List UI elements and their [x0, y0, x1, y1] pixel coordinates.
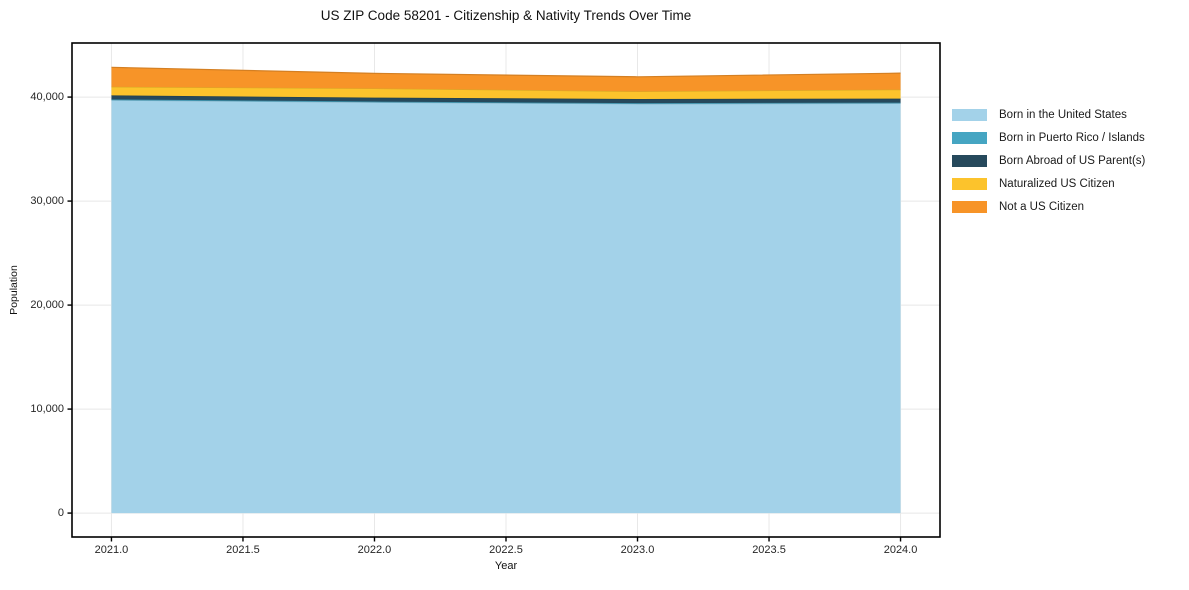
area-edge-4 [111, 66, 901, 78]
legend-swatch-icon [952, 177, 987, 190]
y-tick-label: 40,000 [30, 90, 64, 103]
legend-swatch-icon [952, 108, 987, 121]
legend-label: Born in Puerto Rico / Islands [999, 131, 1145, 144]
legend-item: Born in the United States [952, 108, 1145, 121]
y-tick-label: 30,000 [30, 194, 64, 207]
legend-item: Naturalized US Citizen [952, 177, 1145, 190]
area-series-0 [111, 100, 901, 514]
x-tick-label: 2023.0 [620, 544, 655, 556]
legend-item: Born Abroad of US Parent(s) [952, 154, 1145, 167]
y-tick-label: 0 [57, 506, 64, 519]
area-series-3 [111, 86, 901, 99]
x-tick-label: 2021.5 [226, 544, 260, 556]
x-tick-label: 2022.0 [357, 544, 392, 556]
x-tick-label: 2023.5 [752, 544, 786, 556]
legend-label: Naturalized US Citizen [999, 177, 1115, 190]
legend-label: Born in the United States [999, 108, 1127, 121]
legend-swatch-icon [952, 200, 987, 213]
legend-item: Not a US Citizen [952, 200, 1145, 213]
x-axis-label: Year [494, 560, 518, 572]
y-tick-label: 10,000 [30, 402, 64, 415]
legend-label: Born Abroad of US Parent(s) [999, 154, 1146, 167]
chart-title: US ZIP Code 58201 - Citizenship & Nativi… [320, 8, 692, 23]
legend-swatch-icon [952, 131, 987, 144]
x-tick-label: 2021.0 [94, 544, 129, 556]
x-tick-label: 2024.0 [883, 544, 918, 556]
y-axis-label: Population [8, 265, 20, 315]
area-series-4 [111, 67, 901, 92]
x-tick-label: 2022.5 [489, 544, 523, 556]
area-series-1 [111, 99, 901, 104]
legend-label: Not a US Citizen [999, 200, 1085, 213]
legend-swatch-icon [952, 154, 987, 167]
y-tick-label: 20,000 [30, 298, 64, 311]
legend-item: Born in Puerto Rico / Islands [952, 131, 1145, 144]
legend: Born in the United States Born in Puerto … [952, 108, 1145, 213]
